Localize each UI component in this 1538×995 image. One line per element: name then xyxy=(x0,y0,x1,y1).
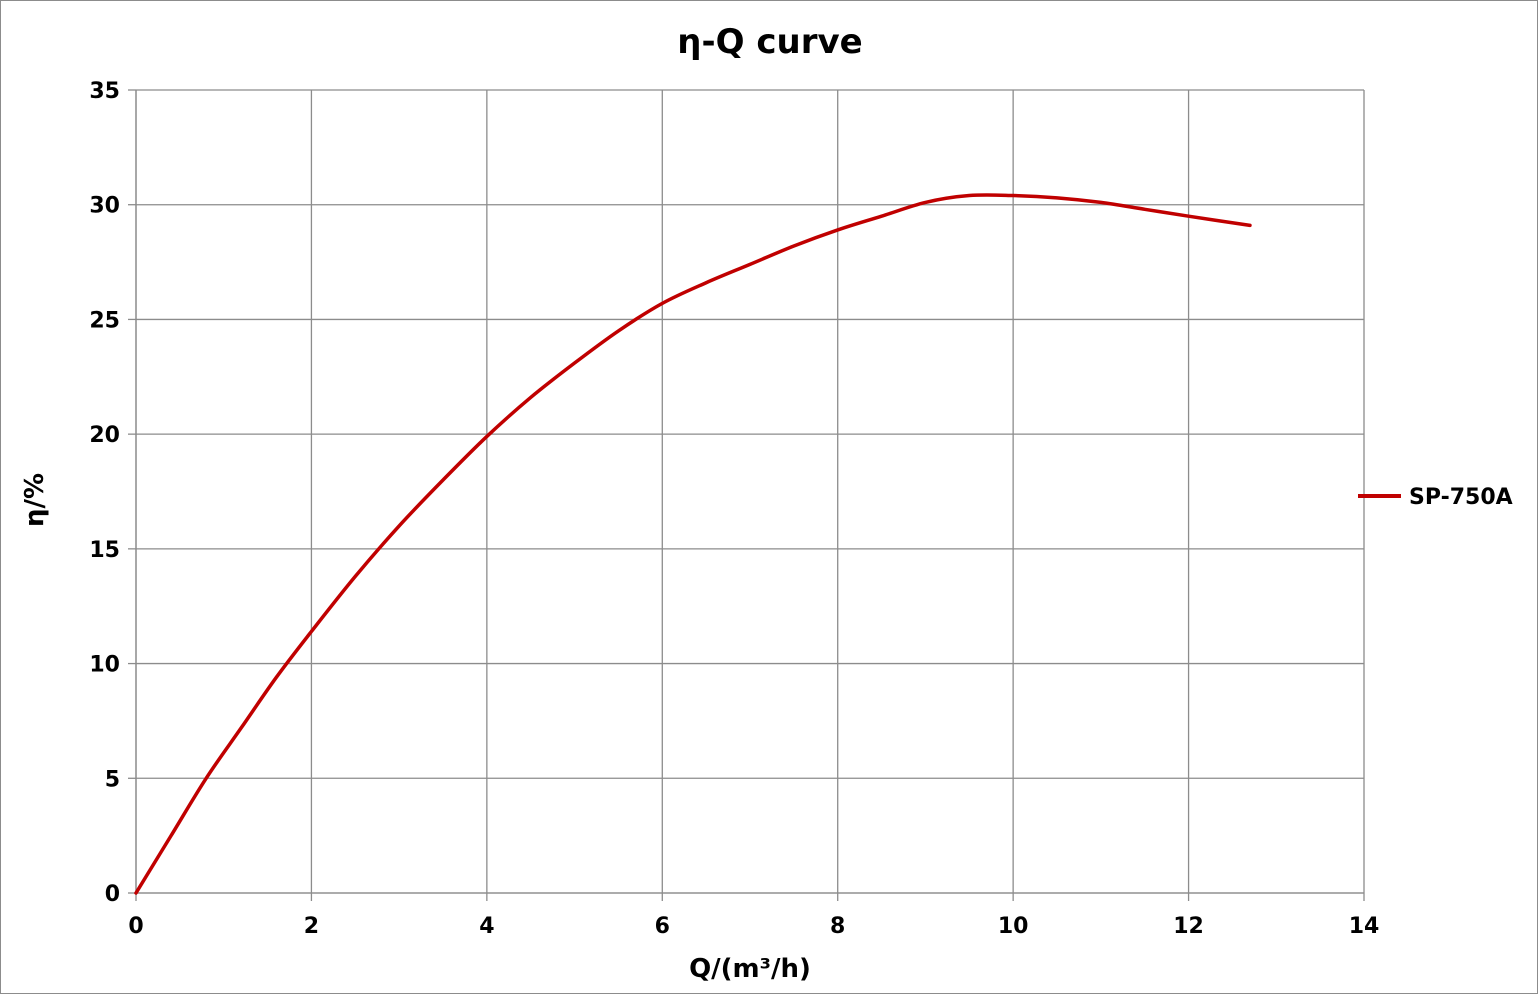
y-tick-label: 5 xyxy=(105,767,120,792)
tick-labels: 0 5 10 15 20 25 30 35 0 2 4 6 8 10 12 14 xyxy=(89,79,1379,939)
x-tick-label: 0 xyxy=(128,914,143,939)
y-tick-label: 30 xyxy=(89,194,120,219)
y-axis-title: η/% xyxy=(20,473,50,527)
x-axis-title: Q/(m³/h) xyxy=(689,954,811,984)
x-tick-label: 8 xyxy=(830,914,845,939)
series-line xyxy=(134,193,1252,895)
grid-layer xyxy=(135,89,1365,894)
x-tick-label: 10 xyxy=(998,914,1029,939)
y-tick-label: 15 xyxy=(89,538,120,563)
y-tick-label: 0 xyxy=(105,882,120,907)
y-tick-label: 25 xyxy=(89,308,120,333)
axis-layer xyxy=(128,89,1365,901)
y-tick-label: 35 xyxy=(89,79,120,104)
chart-title: η-Q curve xyxy=(677,22,862,62)
series-layer xyxy=(134,193,1252,895)
x-tick-label: 2 xyxy=(304,914,319,939)
x-tick-label: 4 xyxy=(479,914,494,939)
x-tick-label: 12 xyxy=(1173,914,1204,939)
x-tick-label: 14 xyxy=(1349,914,1380,939)
y-tick-label: 20 xyxy=(89,423,120,448)
legend: SP-750A xyxy=(1358,485,1513,510)
legend-label: SP-750A xyxy=(1409,485,1513,510)
y-tick-label: 10 xyxy=(89,653,120,678)
x-tick-label: 6 xyxy=(655,914,670,939)
